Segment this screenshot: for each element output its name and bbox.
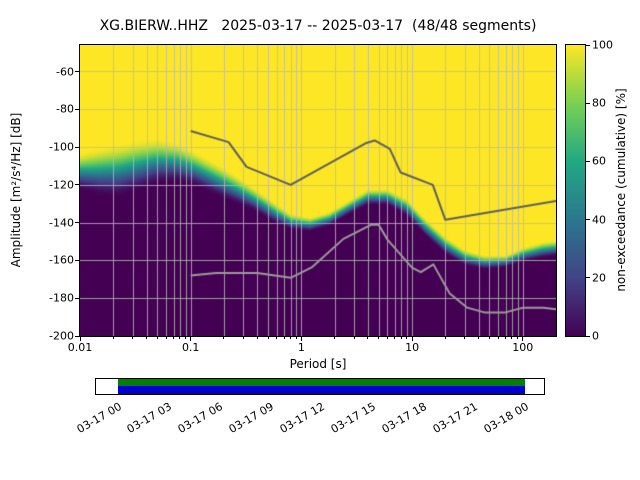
x-tick-label: 0.01	[67, 341, 93, 354]
x-tick-mark	[276, 337, 278, 339]
x-tick-label: 10	[405, 341, 420, 354]
colorbar-tick-label: 100	[592, 38, 613, 52]
x-tick-mark	[132, 337, 134, 339]
timeline-coverage-top	[118, 379, 525, 386]
timeline-tick-label-text: 03-17 06	[175, 400, 226, 436]
timeline-coverage-box	[95, 378, 545, 395]
y-tick-mark	[75, 335, 79, 337]
y-tick-mark	[75, 146, 79, 148]
x-tick-label: 1	[297, 341, 305, 354]
x-tick-mark	[223, 337, 225, 339]
x-tick-mark	[334, 337, 336, 339]
colorbar-tick-label: 60	[592, 154, 606, 168]
x-tick-label: 0.1	[181, 341, 200, 354]
x-tick-mark	[400, 337, 402, 339]
y-tick-label: -160	[49, 253, 74, 267]
colorbar-tick-mark	[586, 277, 590, 279]
x-tick-mark	[517, 337, 519, 339]
y-tick-label: -80	[56, 102, 74, 116]
x-tick-mark	[173, 337, 175, 339]
colorbar-tick-mark	[586, 335, 590, 337]
timeline-coverage-bar	[118, 379, 525, 394]
y-tick-mark	[75, 259, 79, 261]
timeline-tick-label-text: 03-17 15	[328, 400, 378, 436]
colorbar-tick-label: 20	[592, 271, 606, 285]
x-tick-label: 100	[512, 341, 534, 354]
timeline-tick-label-text: 03-17 21	[430, 400, 480, 436]
x-tick-mark	[386, 337, 388, 339]
x-tick-mark	[179, 337, 181, 339]
y-tick-label: -120	[49, 178, 74, 192]
x-tick-mark	[256, 337, 258, 339]
colorbar-tick-mark	[586, 160, 590, 162]
x-tick-mark	[505, 337, 507, 339]
colorbar-tick-mark	[586, 102, 590, 104]
x-tick-mark	[511, 337, 513, 339]
x-tick-mark	[406, 337, 408, 339]
x-tick-mark	[283, 337, 285, 339]
x-tick-mark	[267, 337, 269, 339]
x-tick-mark	[444, 337, 446, 339]
x-tick-mark	[190, 337, 192, 341]
x-tick-mark	[300, 337, 302, 341]
x-tick-mark	[185, 337, 187, 339]
x-tick-mark	[165, 337, 167, 339]
y-tick-mark	[75, 297, 79, 299]
colorbar-gradient	[566, 45, 585, 336]
x-tick-mark	[146, 337, 148, 339]
colorbar-tick-label: 0	[592, 329, 599, 343]
x-tick-mark	[378, 337, 380, 339]
colorbar-label: non-exceedance (cumulative) [%]	[614, 88, 628, 292]
ppsd-heatmap-canvas	[80, 45, 556, 336]
x-tick-mark	[367, 337, 369, 339]
y-tick-label: -100	[49, 140, 74, 154]
colorbar-tick-mark	[586, 219, 590, 221]
timeline-tick-label-text: 03-17 18	[379, 400, 429, 436]
x-tick-mark	[497, 337, 499, 339]
timeline-tick-label-text: 03-18 00	[481, 400, 531, 436]
timeline-tick-label-text: 03-17 03	[125, 400, 175, 436]
timeline-tick-label-text: 03-17 00	[74, 400, 124, 436]
x-tick-mark	[353, 337, 355, 339]
y-tick-label: -140	[49, 216, 74, 230]
timeline-tick-label-text: 03-17 12	[277, 400, 327, 436]
ppsd-plot-area	[79, 44, 557, 337]
x-tick-mark	[488, 337, 490, 339]
x-tick-mark	[295, 337, 297, 339]
x-tick-mark	[411, 337, 413, 341]
y-tick-mark	[75, 222, 79, 224]
plot-title: XG.BIERW..HHZ 2025-03-17 -- 2025-03-17 (…	[99, 18, 537, 34]
y-tick-label: -60	[56, 65, 74, 78]
y-tick-mark	[75, 108, 79, 110]
x-tick-mark	[242, 337, 244, 339]
y-tick-label: -180	[49, 291, 74, 305]
x-axis-label: Period [s]	[289, 357, 347, 371]
y-tick-mark	[75, 70, 79, 72]
x-tick-mark	[464, 337, 466, 339]
x-tick-mark	[478, 337, 480, 339]
colorbar	[565, 44, 586, 337]
x-tick-mark	[156, 337, 158, 339]
y-tick-mark	[75, 184, 79, 186]
y-axis-label: Amplitude [m²/s⁴/Hz] [dB]	[9, 112, 23, 268]
colorbar-tick-label: 80	[592, 96, 606, 110]
x-tick-mark	[79, 337, 81, 341]
x-tick-mark	[290, 337, 292, 339]
colorbar-tick-mark	[586, 44, 590, 46]
x-tick-mark	[394, 337, 396, 339]
x-tick-mark	[522, 337, 524, 341]
timeline-tick-label-text: 03-17 09	[226, 400, 277, 436]
colorbar-tick-label: 40	[592, 213, 606, 227]
timeline-coverage-bottom	[118, 386, 525, 394]
x-tick-mark	[112, 337, 114, 339]
y-tick-label: -200	[49, 329, 74, 343]
